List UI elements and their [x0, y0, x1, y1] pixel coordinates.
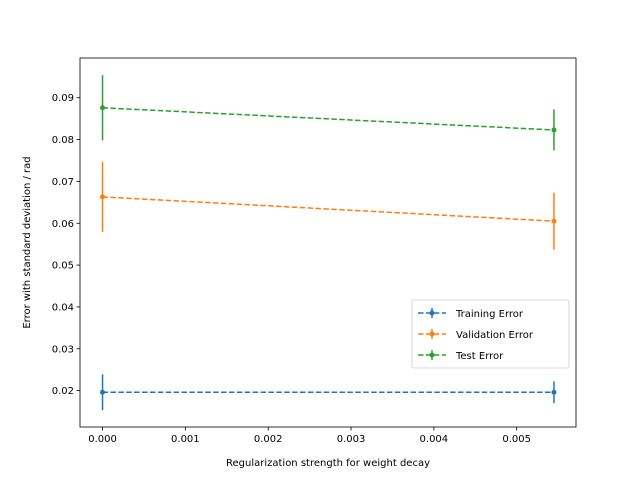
x-tick-label-3: 0.003: [337, 434, 366, 445]
axes-frame: [79, 57, 577, 428]
y-tick-label-5: 0.07: [52, 177, 74, 188]
data-point-1-0: [100, 194, 106, 200]
x-tick-label-1: 0.001: [171, 434, 200, 445]
y-tick-label-6: 0.08: [52, 135, 74, 146]
data-point-0-0: [100, 389, 106, 395]
legend-label-2: Test Error: [455, 351, 504, 362]
y-tick-label-4: 0.06: [52, 219, 74, 230]
series-line-1: [102, 196, 555, 222]
x-tick-label-2: 0.002: [254, 434, 283, 445]
legend-label-1: Validation Error: [456, 330, 534, 341]
legend: Training Error Validation Error Test Error: [411, 299, 570, 369]
y-tick-label-2: 0.04: [52, 302, 74, 313]
legend-box: [411, 299, 570, 369]
plot-area: [100, 75, 557, 411]
series-line-2: [102, 107, 555, 131]
y-tick-label-3: 0.05: [52, 261, 74, 272]
y-tick-label-0: 0.02: [52, 386, 74, 397]
y-axis-label: Error with standard deviation / rad: [22, 156, 33, 328]
legend-marker-1: [429, 331, 435, 337]
data-point-2-0: [100, 105, 106, 111]
legend-marker-2: [429, 352, 435, 358]
legend-marker-0: [429, 310, 435, 316]
y-tick-label-1: 0.03: [52, 344, 74, 355]
x-axis-label: Regularization strength for weight decay: [226, 458, 430, 469]
data-point-2-1: [551, 127, 557, 133]
x-tick-label-0: 0.000: [88, 434, 117, 445]
x-tick-label-5: 0.005: [502, 434, 531, 445]
data-point-0-1: [551, 389, 557, 395]
data-point-1-1: [551, 218, 557, 224]
y-tick-label-7: 0.09: [52, 93, 74, 104]
axis-ticks: 0.000 0.001 0.002 0.003 0.004 0.005 0.02 0.03 0.…: [52, 93, 531, 445]
x-tick-label-4: 0.004: [420, 434, 449, 445]
legend-label-0: Training Error: [455, 309, 524, 320]
